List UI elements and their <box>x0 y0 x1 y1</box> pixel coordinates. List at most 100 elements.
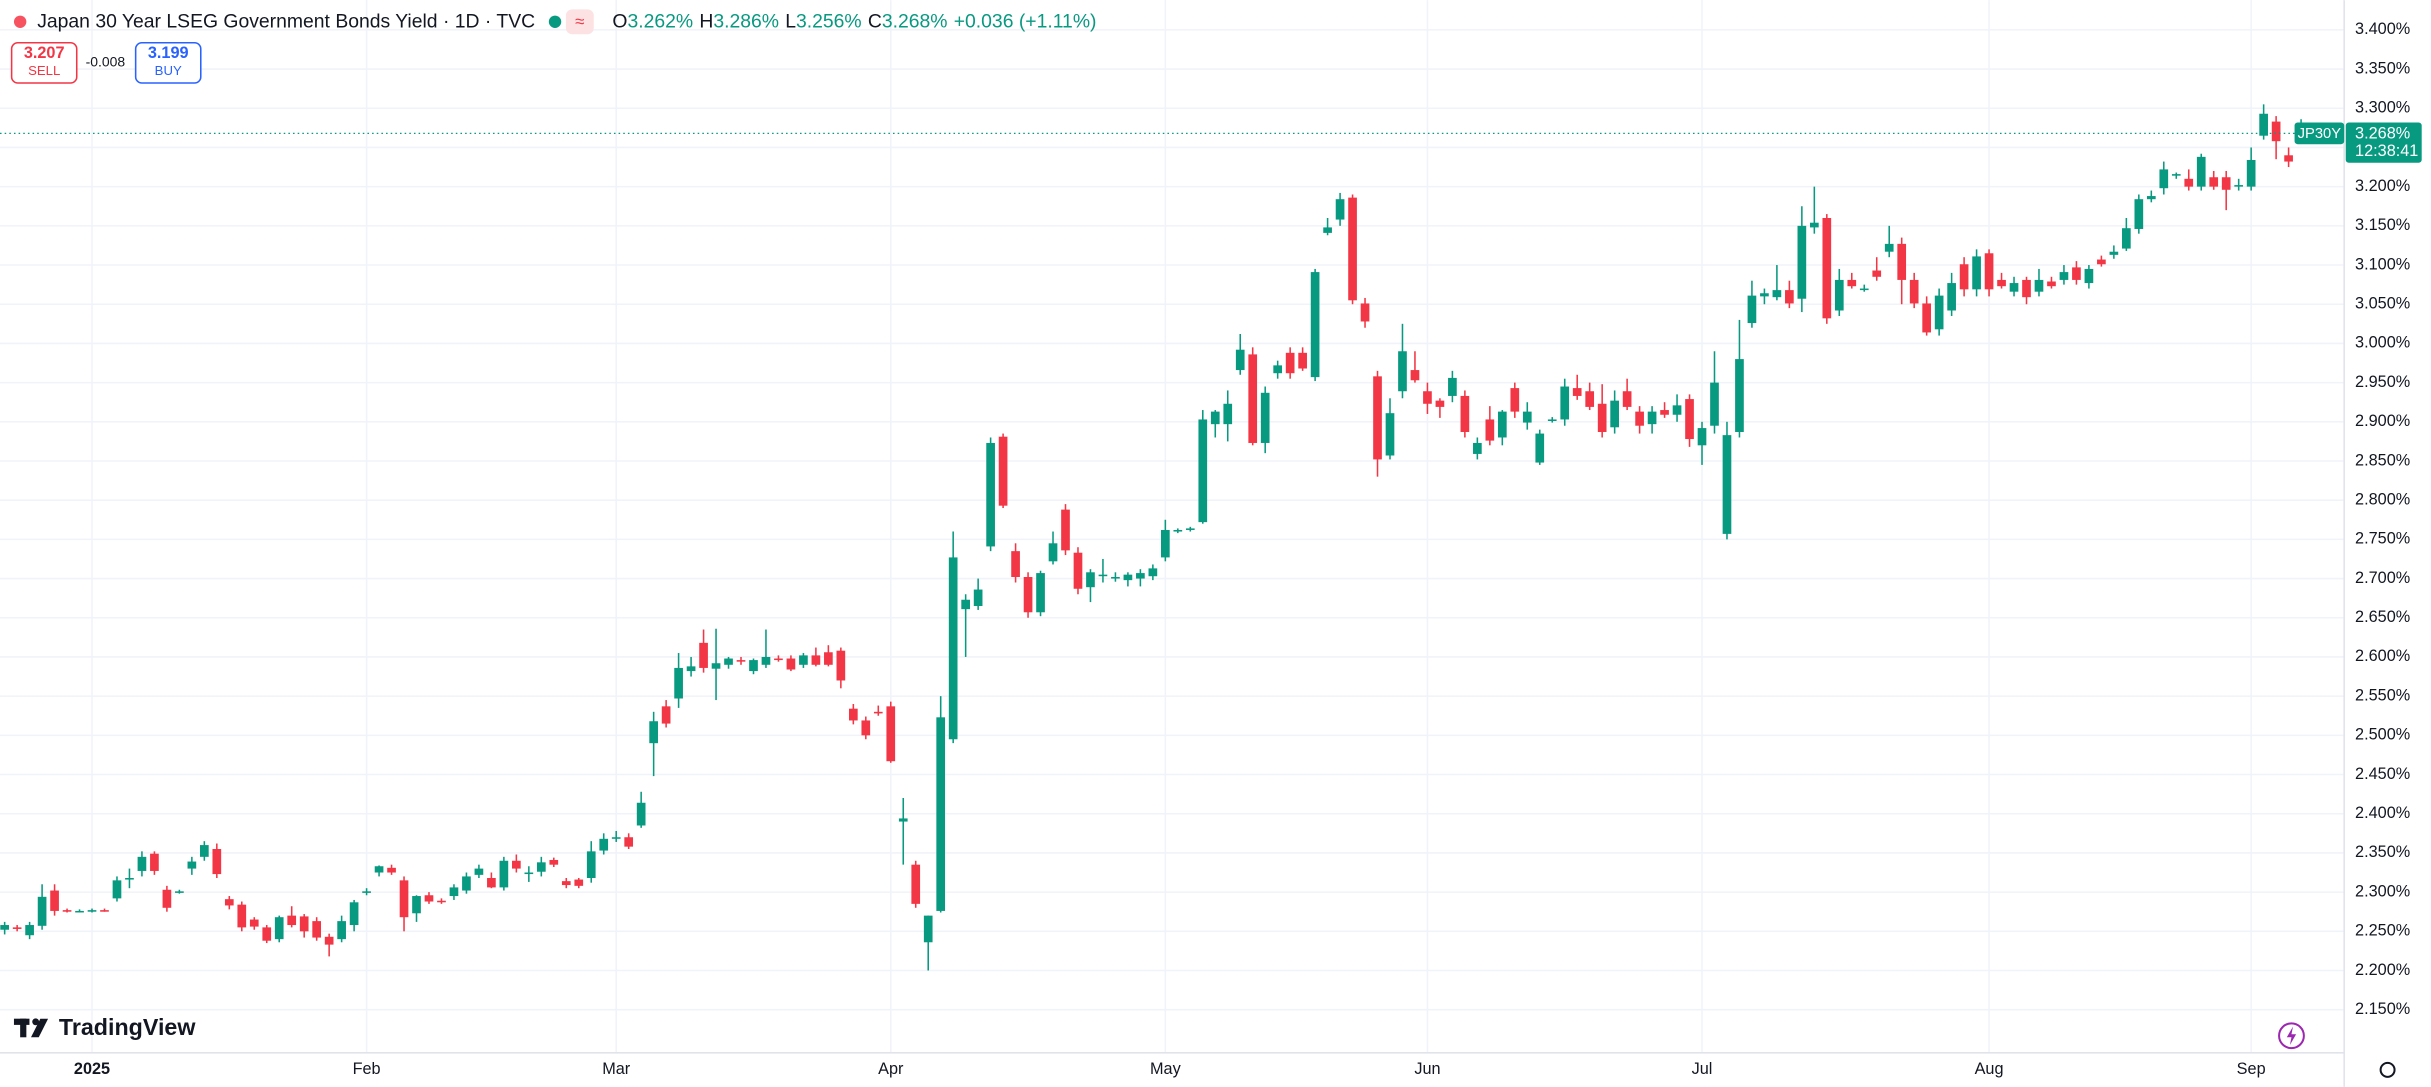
candle-body <box>2159 169 2169 189</box>
candle-body <box>1760 293 1769 297</box>
candle-body <box>25 925 34 936</box>
buy-button[interactable] <box>134 41 202 84</box>
candle-body <box>1460 395 1470 432</box>
alert-icon[interactable] <box>2278 1022 2305 1050</box>
candle-body <box>873 711 883 714</box>
candle-body <box>1248 354 1258 443</box>
c-label: C <box>868 11 882 33</box>
candle-body <box>1972 256 1981 290</box>
y-tick-label: 2.850% <box>2355 451 2410 469</box>
candle-body <box>1148 568 1158 577</box>
y-tick-label: 3.200% <box>2355 177 2410 195</box>
candle-body <box>249 919 259 927</box>
candle-body <box>1809 222 1819 228</box>
x-tick-label: Apr <box>878 1060 904 1078</box>
candle-body <box>125 878 134 880</box>
candle-body <box>1373 376 1382 460</box>
candle-body <box>212 848 222 875</box>
sell-label[interactable]: SELL <box>28 63 60 78</box>
spread: -0.008 <box>86 54 126 70</box>
y-tick-label: 2.400% <box>2355 804 2410 822</box>
candle-body <box>262 927 272 941</box>
status-dot <box>13 15 27 28</box>
candle-body <box>2059 272 2069 280</box>
candle-body <box>1310 272 1320 378</box>
candle-body <box>1423 391 1432 404</box>
candle-body <box>2084 268 2094 284</box>
candle-body <box>2022 279 2031 298</box>
candle-body <box>150 853 159 871</box>
y-tick-label: 2.750% <box>2355 530 2410 548</box>
candle-body <box>75 910 84 913</box>
settings-icon[interactable] <box>2379 1061 2396 1078</box>
candle-body <box>1448 377 1457 396</box>
candle-body <box>349 902 359 926</box>
candle-body <box>2209 177 2219 187</box>
candle-body <box>736 660 746 662</box>
candle-body <box>1934 295 1944 330</box>
candle-body <box>1235 349 1245 371</box>
candle-body <box>1298 352 1307 369</box>
candle-body <box>1360 303 1370 322</box>
ohlc-legend: O3.262% H3.286% L3.256% C3.268% +0.036 (+1.1… <box>612 11 1096 33</box>
candle-body <box>599 838 609 851</box>
candle-body <box>1260 392 1270 443</box>
candle-body <box>1797 225 1807 299</box>
y-tick-label: 2.800% <box>2355 490 2410 508</box>
candle-body <box>836 650 846 681</box>
candle-body <box>986 442 995 547</box>
y-tick-label: 2.300% <box>2355 882 2410 900</box>
badge-bg <box>565 9 594 35</box>
buy-label[interactable]: BUY <box>155 63 182 78</box>
y-tick-label: 2.900% <box>2355 412 2410 430</box>
sell-price[interactable]: 3.207 <box>24 44 65 62</box>
candle-body <box>0 925 9 930</box>
candle-body <box>1323 227 1332 233</box>
x-tick-label: Aug <box>1975 1060 2004 1078</box>
candle-body <box>324 936 334 945</box>
candle-body <box>2271 121 2281 142</box>
candle-body <box>1672 405 1682 415</box>
candle-body <box>799 655 808 665</box>
candle-body <box>536 862 546 872</box>
candle-body <box>724 658 733 665</box>
y-tick-label: 3.000% <box>2355 334 2410 352</box>
candle-body <box>1473 442 1482 454</box>
candle-body <box>437 900 446 903</box>
y-tick-label: 2.500% <box>2355 726 2410 744</box>
candle-body <box>374 866 384 873</box>
candle-body <box>1884 243 1894 252</box>
o-label: O <box>612 11 627 33</box>
candle-body <box>175 891 184 893</box>
candle-body <box>1959 264 1969 290</box>
overlay: 3.400%3.350%3.300%3.250%3.200%3.150%3.10… <box>0 20 2422 1078</box>
candle-body <box>462 876 471 891</box>
candle-body <box>424 895 434 902</box>
candle-body <box>1897 243 1907 280</box>
market-dot <box>548 15 562 28</box>
candle-body <box>848 708 858 721</box>
y-tick-label: 2.250% <box>2355 922 2410 940</box>
candle-body <box>774 658 783 661</box>
y-tick-label: 2.200% <box>2355 961 2410 979</box>
candle-body <box>1086 572 1095 588</box>
buy-price[interactable]: 3.199 <box>148 44 189 62</box>
candle-body <box>699 642 708 668</box>
candle-body <box>574 879 584 886</box>
candle-body <box>1485 419 1495 441</box>
candle-body <box>1859 288 1869 291</box>
candle-body <box>1834 279 1844 311</box>
sell-button[interactable] <box>10 41 78 84</box>
candle-body <box>199 845 209 857</box>
candle-body <box>1073 552 1083 589</box>
candle-body <box>686 666 696 672</box>
candle-body <box>387 867 396 873</box>
candle-body <box>973 589 983 607</box>
candle-body <box>1984 253 1994 290</box>
candle-body <box>961 599 970 610</box>
candle-body <box>998 436 1008 506</box>
candle-body <box>1161 529 1170 558</box>
x-tick-label: May <box>1150 1060 1182 1078</box>
y-tick-label: 2.350% <box>2355 843 2410 861</box>
